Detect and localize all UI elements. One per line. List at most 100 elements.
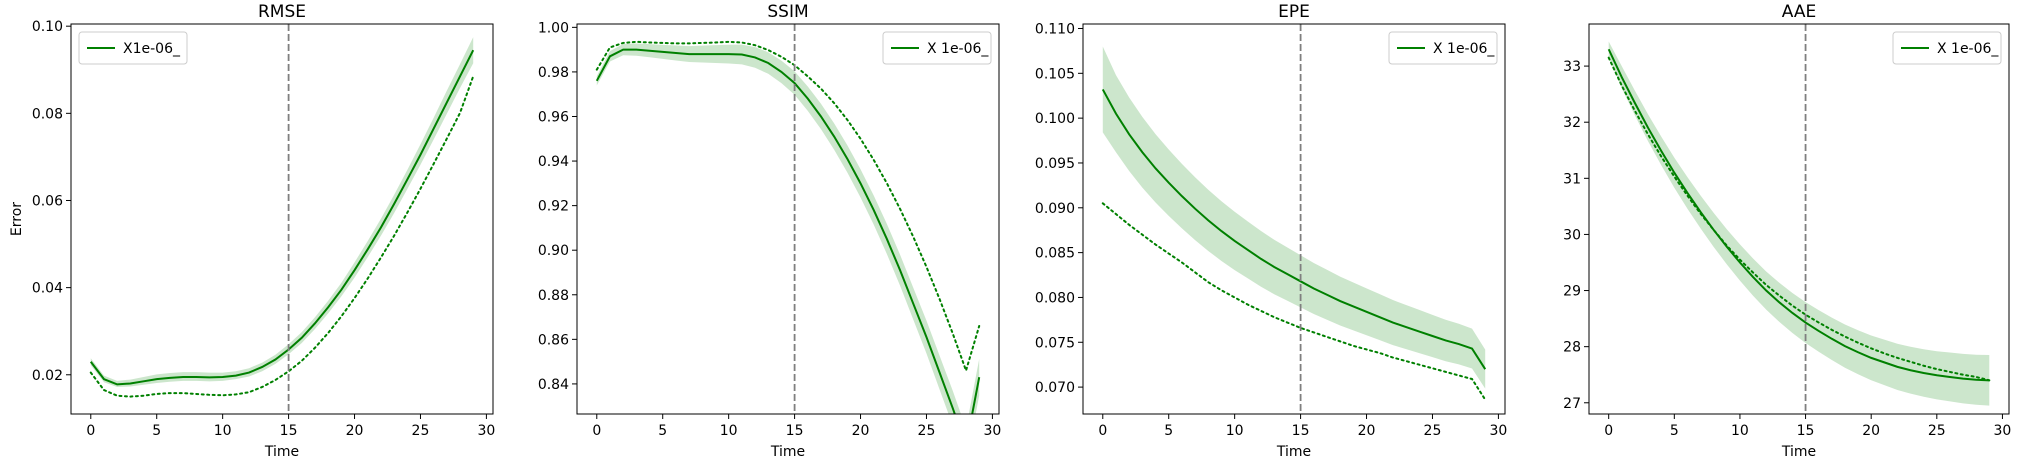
x-tick-label: 10 xyxy=(1731,423,1749,439)
y-tick-label: 0.92 xyxy=(538,199,569,215)
x-tick-label: 5 xyxy=(1670,423,1679,439)
y-tick-label: 0.04 xyxy=(32,281,63,297)
x-tick-label: 0 xyxy=(86,423,95,439)
y-tick-label: 0.94 xyxy=(538,154,569,170)
y-tick-label: 27 xyxy=(1563,396,1581,412)
x-tick-label: 0 xyxy=(1604,423,1613,439)
x-axis-label: Time xyxy=(770,444,805,460)
series-line-solid xyxy=(1607,48,1990,382)
x-tick-label: 30 xyxy=(1994,423,2012,439)
series-line-dotted xyxy=(1607,56,1991,382)
x-tick-label: 15 xyxy=(786,423,804,439)
axes-frame xyxy=(576,23,1000,415)
chart-panel-aae: 0 5 10 15 20 25 30 27 28 29 30 31 32 33 AAE Time X 1e-06… xyxy=(1563,2,2011,460)
plot-area xyxy=(1083,24,1505,414)
x-axis-label: Time xyxy=(264,444,299,460)
y-tick-label: 29 xyxy=(1563,284,1581,300)
y-tick-label: 0.110 xyxy=(1035,21,1075,37)
legend-box xyxy=(1388,31,1498,65)
plot-area xyxy=(71,24,493,414)
legend-label: X1e-06_ xyxy=(123,41,181,57)
series-line-dotted xyxy=(595,40,981,374)
y-tick-label: 31 xyxy=(1563,171,1581,187)
x-tick-label: 20 xyxy=(852,423,870,439)
series-line-solid xyxy=(89,49,475,386)
x-tick-label: 20 xyxy=(346,423,364,439)
chart-panel-rmse: 0 5 10 15 20 25 30 0.02 0.04 0.06 0.08 0.10 RMSE Time… xyxy=(9,2,495,460)
x-tick-label: 15 xyxy=(280,423,298,439)
series-line-dotted xyxy=(1101,202,1487,401)
x-tick-label: 25 xyxy=(1928,423,1946,439)
x-tick-label: 5 xyxy=(658,423,667,439)
y-tick-label: 0.095 xyxy=(1035,156,1075,172)
x-axis-label: Time xyxy=(1781,444,1816,460)
x-tick-label: 30 xyxy=(983,423,1001,439)
plot-data xyxy=(1607,24,1991,414)
y-tick-label: 1.00 xyxy=(538,20,569,36)
plot-data xyxy=(89,24,475,414)
axes-frame xyxy=(1588,23,2010,415)
y-tick-label: 0.02 xyxy=(32,368,63,384)
plot-area xyxy=(1589,24,2009,414)
x-tick-label: 0 xyxy=(592,423,601,439)
chart-panel-ssim: 0 5 10 15 20 25 30 0.84 0.86 0.88 0.90 0.92 0.94 0.96… xyxy=(538,2,1001,460)
legend: X1e-06_ xyxy=(78,31,188,65)
x-tick-label: 5 xyxy=(1164,423,1173,439)
chart-panel-epe: 0 5 10 15 20 25 30 0.070 0.075 0.080 0.085 0.090 0.0… xyxy=(1035,2,1507,460)
y-tick-label: 0.90 xyxy=(538,243,569,259)
legend: X 1e-06_ xyxy=(1388,31,1498,65)
y-tick-label: 0.10 xyxy=(32,19,63,35)
x-tick-label: 15 xyxy=(1292,423,1310,439)
x-tick-label: 15 xyxy=(1797,423,1815,439)
y-tick-label: 0.98 xyxy=(538,65,569,81)
chart-title: RMSE xyxy=(258,2,306,22)
series-line-solid xyxy=(1101,88,1487,370)
plot-data xyxy=(595,24,981,414)
chart-title: AAE xyxy=(1782,2,1816,22)
x-tick-label: 10 xyxy=(214,423,232,439)
confidence-band-0 xyxy=(1608,41,1990,406)
x-tick-label: 25 xyxy=(1424,423,1442,439)
y-tick-label: 0.06 xyxy=(32,193,63,209)
plot-data xyxy=(1101,24,1487,414)
x-tick-label: 0 xyxy=(1098,423,1107,439)
x-axis-label: Time xyxy=(1276,444,1311,460)
series-line-dotted xyxy=(89,75,475,398)
y-tick-label: 0.075 xyxy=(1035,335,1075,351)
y-tick-label: 0.96 xyxy=(538,109,569,125)
y-tick-label: 32 xyxy=(1563,115,1581,131)
legend-label: X 1e-06_ xyxy=(927,41,989,57)
series-line-solid xyxy=(595,48,981,414)
x-tick-label: 30 xyxy=(477,423,495,439)
y-tick-label: 0.105 xyxy=(1035,66,1075,82)
y-axis-label: Error xyxy=(9,202,25,236)
x-tick-label: 25 xyxy=(412,423,430,439)
x-tick-label: 5 xyxy=(152,423,161,439)
x-tick-label: 10 xyxy=(720,423,738,439)
legend-label: X 1e-06_ xyxy=(1937,41,1999,57)
y-tick-label: 0.080 xyxy=(1035,290,1075,306)
x-tick-label: 25 xyxy=(918,423,936,439)
y-tick-label: 0.86 xyxy=(538,332,569,348)
axes-frame xyxy=(1082,23,1506,415)
y-tick-label: 0.070 xyxy=(1035,380,1075,396)
x-tick-label: 20 xyxy=(1358,423,1376,439)
plot-area xyxy=(577,24,999,414)
chart-title: EPE xyxy=(1278,2,1310,22)
y-tick-label: 33 xyxy=(1563,59,1581,75)
y-tick-label: 0.100 xyxy=(1035,111,1075,127)
legend: X 1e-06_ xyxy=(1892,31,2002,65)
y-tick-label: 0.84 xyxy=(538,377,569,393)
legend-label: X 1e-06_ xyxy=(1433,41,1495,57)
confidence-band-0 xyxy=(1102,46,1486,389)
chart-title: SSIM xyxy=(767,2,808,22)
y-tick-label: 0.08 xyxy=(32,106,63,122)
y-tick-label: 0.88 xyxy=(538,288,569,304)
y-tick-label: 30 xyxy=(1563,227,1581,243)
legend-box xyxy=(78,31,188,65)
y-tick-label: 0.085 xyxy=(1035,246,1075,262)
y-tick-label: 28 xyxy=(1563,340,1581,356)
legend: X 1e-06_ xyxy=(882,31,992,65)
legend-box xyxy=(1892,31,2002,65)
